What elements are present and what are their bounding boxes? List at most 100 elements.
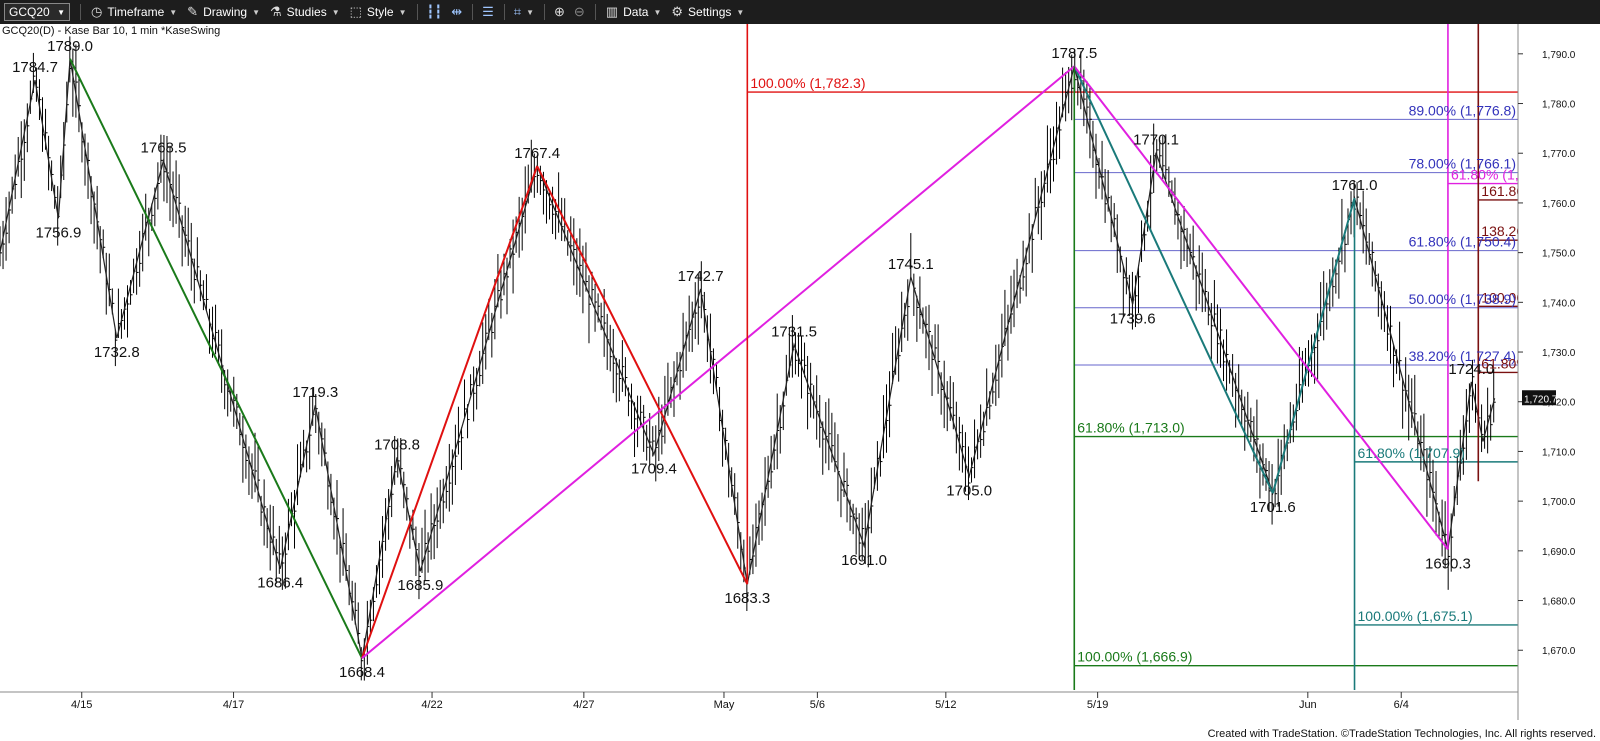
bar-type-icon[interactable]: ┇┇ — [426, 4, 443, 19]
cursor-mode-icon[interactable]: ⌗ — [513, 4, 522, 19]
swing-value-label: 1745.1 — [888, 256, 934, 273]
fib-level-label: 100.00% (1,782.3) — [750, 75, 865, 91]
data-label: Data — [623, 5, 649, 19]
fib-level-label: 78.00% (1,766.1) — [1409, 156, 1516, 172]
swing-trend-line — [536, 165, 749, 585]
time-tick-label: 6/4 — [1394, 699, 1409, 711]
swing-lines — [69, 58, 1449, 659]
swing-value-label: 1686.4 — [257, 575, 303, 592]
swing-value-label: 1719.3 — [292, 384, 338, 401]
swing-value-label: 1709.4 — [631, 460, 677, 477]
axis-tick-label: 1,690.0 — [1542, 547, 1576, 558]
swing-value-label: 1731.5 — [771, 324, 817, 341]
time-axis: 4/15 4/17 4/22 4/27 May 5/6 5/12 5/19 Jun 6/4 — [0, 691, 1518, 711]
style-label: Style — [366, 5, 394, 19]
time-tick-label: May — [714, 699, 735, 711]
compress-icon[interactable]: ⇹ — [451, 4, 463, 19]
clock-icon: ◷ — [91, 4, 103, 19]
swing-trend-line — [1073, 65, 1449, 550]
axis-tick-label: 1,760.0 — [1542, 199, 1576, 210]
style-menu[interactable]: ⬚ Style ▼ — [350, 4, 407, 20]
swing-value-label: 1668.4 — [339, 664, 385, 681]
caret-down-icon: ▼ — [398, 7, 407, 17]
fib-level-label: 38.20% (1,727.4) — [1409, 348, 1516, 364]
caret-down-icon[interactable]: ▼ — [526, 7, 534, 17]
fib-level-label: 100.00% (1,675.1) — [1358, 608, 1473, 624]
swing-trend-line — [1073, 65, 1274, 494]
fib-levels — [747, 91, 1518, 667]
caret-down-icon: ▼ — [653, 7, 662, 17]
swing-trend-line — [361, 165, 539, 659]
toolbar-divider — [80, 4, 81, 20]
toolbar-divider — [472, 4, 474, 20]
toolbar-divider — [416, 4, 418, 20]
swing-value-label: 1691.0 — [841, 552, 887, 569]
last-price-box — [1522, 390, 1556, 406]
caret-down-icon: ▼ — [169, 7, 178, 17]
gear-icon: ⚙ — [671, 4, 684, 19]
drawing-label: Drawing — [203, 5, 248, 19]
timeframe-menu[interactable]: ◷ Timeframe ▼ — [91, 4, 177, 20]
data-menu[interactable]: ▥ Data ▼ — [606, 4, 662, 20]
studies-menu[interactable]: ⚗ Studies ▼ — [270, 4, 340, 20]
time-tick-label: 5/19 — [1087, 699, 1108, 711]
fib-level-label: 50.00% (1,738.9) — [1409, 291, 1516, 307]
caret-down-icon: ▼ — [252, 7, 261, 17]
last-price-label: 1,720.7 — [1524, 394, 1558, 405]
symbol-selector[interactable]: GCQ20 ▼ — [4, 3, 70, 21]
chevron-down-icon: ▼ — [57, 7, 65, 17]
swing-value-label: 1708.8 — [374, 436, 420, 453]
swing-value-label: 1701.6 — [1250, 499, 1296, 516]
time-tick-label: 4/27 — [573, 699, 594, 711]
toolbar-divider — [594, 4, 596, 20]
copyright-footer: Created with TradeStation. ©TradeStation… — [1207, 728, 1596, 740]
time-tick-label: 4/15 — [71, 699, 92, 711]
swing-value-label: 1787.5 — [1051, 45, 1097, 62]
zoom-in-icon[interactable]: ⊕ — [554, 4, 565, 19]
settings-label: Settings — [688, 5, 732, 19]
swing-value-label: 1732.8 — [94, 344, 140, 361]
swing-value-label: 1742.7 — [678, 268, 724, 285]
axis-tick-label: 1,670.0 — [1542, 646, 1576, 657]
zoom-out-icon[interactable]: ⊖ — [573, 4, 585, 19]
toolbar-divider — [503, 4, 505, 20]
chart-title: GCQ20(D) - Kase Bar 10, 1 min *KaseSwing — [2, 25, 221, 37]
swing-value-label: 1690.3 — [1425, 555, 1471, 572]
settings-menu[interactable]: ⚙ Settings ▼ — [671, 4, 744, 20]
caret-down-icon: ▼ — [736, 7, 745, 17]
layout-icon[interactable]: ☰ — [482, 4, 494, 19]
axis-panel — [1518, 24, 1600, 720]
axis-tick-label: 1,700.0 — [1542, 497, 1576, 508]
fib-level-label: 89.00% (1,776.8) — [1409, 102, 1516, 118]
swing-trend-line — [361, 65, 1075, 659]
axis-tick-label: 1,780.0 — [1542, 100, 1576, 111]
time-tick-label: 5/12 — [935, 699, 956, 711]
time-tick-label: 4/22 — [421, 699, 442, 711]
swing-value-label: 1685.9 — [397, 577, 443, 594]
swing-value-label: 1739.6 — [1110, 310, 1156, 327]
studies-icon: ⚗ — [270, 4, 282, 19]
swing-value-label: 1683.3 — [724, 590, 770, 607]
time-tick-label: Jun — [1299, 699, 1317, 711]
swing-value-label: 1756.9 — [35, 224, 81, 241]
swing-value-label: 1705.0 — [946, 482, 992, 499]
swing-value-label: 1784.7 — [12, 59, 58, 76]
axis-tick-label: 1,730.0 — [1542, 348, 1576, 359]
price-chart[interactable]: 1784.7 1789.0 1756.9 1732.8 1768.5 1686.4 1719… — [0, 24, 1600, 741]
symbol-text: GCQ20 — [9, 5, 50, 19]
axis-tick-label: 1,790.0 — [1542, 50, 1576, 61]
vertical-lines — [746, 24, 1480, 690]
swing-value-label: 1789.0 — [47, 38, 93, 55]
swing-labels: 1784.7 1789.0 1756.9 1732.8 1768.5 1686.4 1719… — [12, 38, 1494, 681]
axis-tick-label: 1,740.0 — [1542, 298, 1576, 309]
fib-level-label: 61.80% (1,713.0) — [1077, 420, 1184, 436]
caret-down-icon: ▼ — [331, 7, 340, 17]
swing-trend-line — [69, 58, 363, 659]
axis-tick-label: 1,750.0 — [1542, 249, 1576, 260]
pencil-icon: ✎ — [187, 4, 199, 19]
time-tick-label: 4/17 — [223, 699, 244, 711]
top-toolbar: GCQ20 ▼ ◷ Timeframe ▼ ✎ Drawing ▼ ⚗ Stud… — [0, 0, 1600, 24]
drawing-menu[interactable]: ✎ Drawing ▼ — [187, 4, 260, 20]
studies-label: Studies — [286, 5, 327, 19]
axis-tick-label: 1,710.0 — [1542, 447, 1576, 458]
